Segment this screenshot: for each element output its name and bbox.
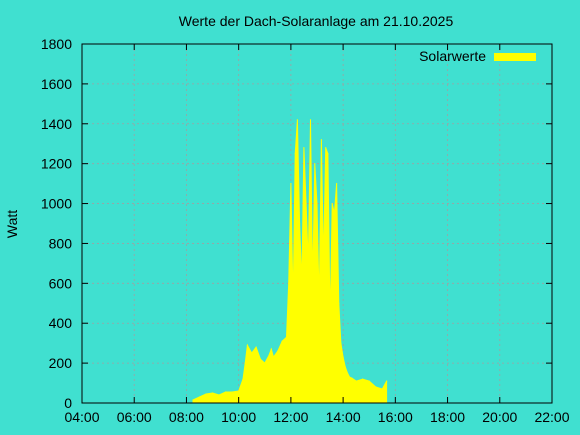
- data-point: [342, 356, 344, 358]
- data-point: [386, 380, 388, 382]
- data-point: [244, 362, 246, 364]
- data-point: [198, 396, 201, 398]
- data-point: [355, 380, 357, 382]
- data-point: [322, 262, 325, 264]
- data-point: [270, 348, 272, 350]
- data-point: [288, 282, 290, 284]
- data-point: [303, 147, 305, 149]
- data-point: [316, 203, 318, 205]
- data-point: [381, 388, 383, 390]
- data-point: [255, 346, 257, 348]
- y-tick-label: 0: [64, 395, 72, 411]
- data-point: [333, 212, 335, 215]
- data-point: [251, 352, 253, 354]
- y-tick-label: 1400: [41, 116, 72, 132]
- y-tick-label: 1800: [41, 36, 72, 52]
- data-point: [290, 183, 292, 185]
- data-point: [351, 377, 353, 379]
- data-point: [349, 376, 351, 378]
- data-point: [218, 394, 220, 396]
- y-tick-label: 1000: [41, 196, 72, 212]
- data-point: [329, 322, 331, 324]
- data-point: [327, 153, 329, 155]
- data-point: [338, 302, 340, 304]
- x-tick-label: 22:00: [534, 409, 569, 425]
- data-point: [238, 390, 240, 392]
- legend-swatch: [494, 53, 536, 61]
- data-point: [318, 302, 320, 304]
- data-point: [259, 358, 261, 360]
- data-point: [368, 380, 370, 382]
- data-point: [336, 183, 338, 185]
- data-point: [307, 262, 309, 264]
- data-point: [272, 356, 275, 358]
- x-tick-label: 18:00: [430, 409, 465, 425]
- data-point: [362, 378, 364, 380]
- data-point: [268, 354, 270, 356]
- plot-frame: [81, 43, 553, 404]
- x-tick-label: 04:00: [64, 409, 99, 425]
- x-tick-label: 20:00: [482, 409, 517, 425]
- data-point: [264, 362, 266, 364]
- x-tick-label: 14:00: [326, 409, 361, 425]
- legend-label: Solarwerte: [419, 48, 486, 64]
- data-point: [285, 336, 288, 338]
- x-tick-labels: 04:00 06:00 08:00 10:00 12:00 14:00 16:00 18:00…: [64, 409, 569, 425]
- series-area: [192, 119, 388, 404]
- chart-title: Werte der Dach-Solaranlage am 21.10.2025: [179, 13, 454, 29]
- data-point: [331, 203, 333, 205]
- data-point: [192, 399, 194, 401]
- x-tick-label: 08:00: [169, 409, 204, 425]
- x-tick-label: 06:00: [117, 409, 152, 425]
- y-tick-label: 1600: [41, 76, 72, 92]
- data-point: [225, 391, 227, 393]
- data-point: [314, 163, 316, 165]
- data-point: [320, 139, 322, 141]
- y-tick-label: 600: [49, 275, 73, 291]
- y-tick-labels: 0 200 400 600 800 1000 1200 1400 1600 1800: [41, 36, 72, 411]
- data-point: [212, 392, 214, 394]
- data-point: [301, 282, 303, 284]
- x-tick-label: 12:00: [273, 409, 308, 425]
- data-point: [305, 203, 307, 205]
- data-point: [296, 119, 298, 121]
- data-point: [299, 222, 301, 225]
- data-point: [277, 350, 279, 352]
- legend: Solarwerte: [419, 48, 536, 64]
- data-point: [231, 391, 233, 393]
- data-point: [344, 366, 346, 368]
- data-point: [312, 282, 314, 284]
- data-point: [242, 378, 244, 380]
- data-point: [294, 153, 296, 155]
- data-point: [205, 393, 207, 395]
- data-point: [346, 372, 349, 374]
- x-tick-label: 16:00: [378, 409, 413, 425]
- data-point: [340, 342, 342, 344]
- y-tick-label: 1200: [41, 156, 72, 172]
- data-point: [246, 344, 248, 346]
- data-point: [375, 386, 377, 388]
- y-tick-label: 800: [49, 235, 73, 251]
- y-tick-label: 400: [49, 315, 73, 331]
- x-tick-label: 10:00: [221, 409, 256, 425]
- axis-ticks: [81, 43, 553, 404]
- data-point: [309, 119, 312, 121]
- series-area-fill: [192, 119, 388, 404]
- data-point: [325, 147, 327, 149]
- data-point: [292, 302, 294, 304]
- y-axis-title: Watt: [4, 210, 20, 238]
- data-point: [281, 340, 283, 342]
- y-tick-label: 200: [49, 355, 73, 371]
